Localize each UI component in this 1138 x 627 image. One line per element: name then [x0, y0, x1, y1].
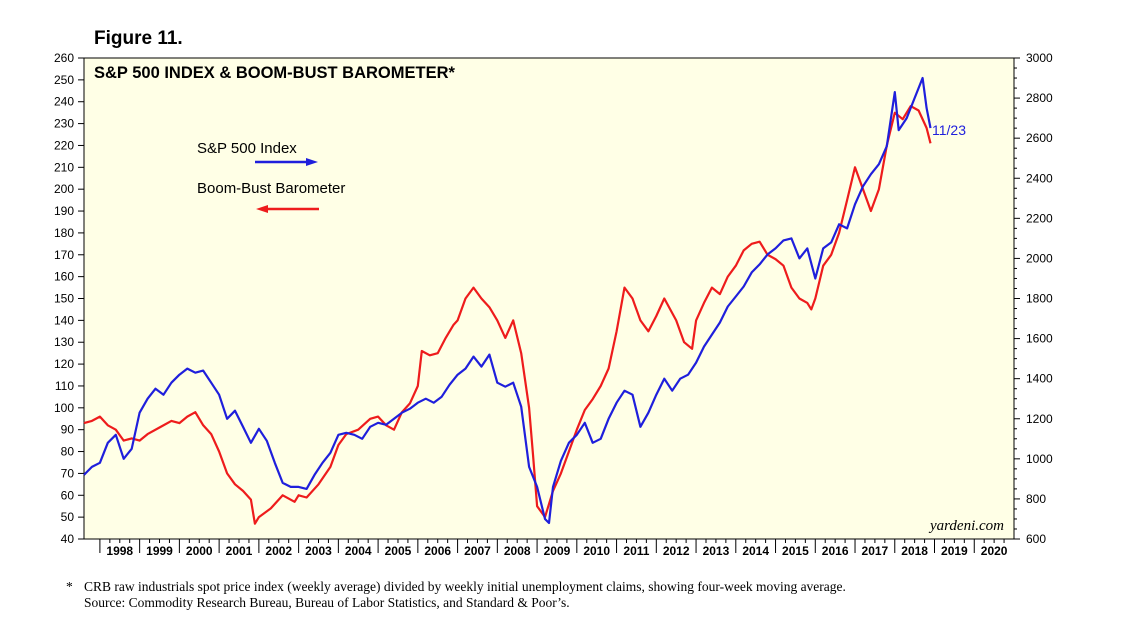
left-axis-tick-label: 60: [61, 488, 75, 502]
x-axis-tick-label: 2015: [782, 544, 809, 558]
legend-arrowhead-sp500: [306, 158, 318, 166]
legend-arrowhead-barometer: [256, 205, 268, 213]
left-axis-tick-label: 260: [54, 51, 74, 65]
x-axis-tick-label: 2020: [981, 544, 1008, 558]
left-axis-tick-label: 240: [54, 95, 74, 109]
legend-label-barometer: Boom-Bust Barometer: [197, 180, 345, 197]
right-axis-tick-label: 1000: [1026, 452, 1053, 466]
left-axis-tick-label: 150: [54, 292, 74, 306]
x-axis-tick-label: 2013: [703, 544, 730, 558]
footnote-marker: *: [66, 579, 73, 594]
figure-label: Figure 11.: [94, 28, 183, 49]
right-axis-tick-label: 3000: [1026, 51, 1053, 65]
right-axis-tick-label: 1600: [1026, 332, 1053, 346]
left-axis-tick-label: 120: [54, 357, 74, 371]
right-axis-tick-label: 1400: [1026, 372, 1053, 386]
left-axis-tick-label: 230: [54, 117, 74, 131]
left-axis-tick-label: 200: [54, 182, 74, 196]
x-axis-tick-label: 2001: [226, 544, 253, 558]
right-axis-tick-label: 2400: [1026, 171, 1053, 185]
series-line-barometer: [83, 105, 932, 525]
series-layer: [83, 76, 932, 525]
x-axis-tick-label: 2000: [186, 544, 213, 558]
left-axis-tick-label: 180: [54, 226, 74, 240]
left-axis-tick-label: 160: [54, 270, 74, 284]
x-axis-tick-label: 2017: [862, 544, 889, 558]
left-axis-tick-label: 130: [54, 335, 74, 349]
x-axis-tick-label: 2014: [742, 544, 769, 558]
x-axis-tick-label: 2016: [822, 544, 849, 558]
x-axis-tick-label: 2009: [544, 544, 571, 558]
left-axis-tick-label: 40: [61, 532, 75, 546]
end-date-label: 11/23: [932, 122, 966, 138]
series-line-sp500: [83, 76, 932, 525]
right-axis-tick-label: 600: [1026, 532, 1046, 546]
left-axis-tick-label: 170: [54, 248, 74, 262]
x-axis-tick-label: 2012: [663, 544, 690, 558]
left-axis: 40 50 60 70 80 90 100 110 120 130 140 150 160 170 180 1…: [54, 51, 84, 546]
right-axis-tick-label: 1800: [1026, 292, 1053, 306]
x-axis-tick-label: 2010: [583, 544, 610, 558]
plot-area: [83, 57, 1015, 540]
x-axis-tick-label: 2008: [504, 544, 531, 558]
right-axis-tick-label: 800: [1026, 492, 1046, 506]
footnote: * CRB raw industrials spot price index (w…: [66, 579, 846, 611]
left-axis-tick-label: 100: [54, 401, 74, 415]
x-axis-tick-label: 2002: [265, 544, 292, 558]
left-axis-tick-label: 90: [61, 423, 75, 437]
left-axis-tick-label: 70: [61, 466, 75, 480]
footnote-source: Source: Commodity Research Bureau, Burea…: [84, 595, 570, 610]
x-axis-tick-label: 2019: [941, 544, 968, 558]
x-axis-tick-label: 2007: [464, 544, 491, 558]
left-axis-tick-label: 210: [54, 160, 74, 174]
x-axis-tick-label: 1999: [146, 544, 173, 558]
left-axis-tick-label: 80: [61, 445, 75, 459]
right-axis: 600 800 1000 1200 1400 1600 1800 2000 2200 2400 26…: [1014, 51, 1053, 546]
left-axis-tick-label: 220: [54, 138, 74, 152]
legend-label-sp500: S&P 500 Index: [197, 140, 297, 157]
left-axis-tick-label: 190: [54, 204, 74, 218]
left-axis-tick-label: 50: [61, 510, 75, 524]
x-axis-tick-label: 2011: [623, 544, 649, 558]
x-axis: 1998 1999 2000 2001 2002 2003 2004 2005 2006 2007…: [99, 539, 1008, 558]
left-axis-tick-label: 250: [54, 73, 74, 87]
footnote-line-1: * CRB raw industrials spot price index (w…: [66, 579, 846, 595]
x-axis-tick-label: 2006: [424, 544, 451, 558]
x-axis-tick-label: 2005: [385, 544, 412, 558]
watermark: yardeni.com: [928, 518, 1004, 534]
x-axis-tick-label: 2003: [305, 544, 332, 558]
legend: S&P 500 Index Boom-Bust Barometer: [197, 140, 345, 213]
footnote-text: CRB raw industrials spot price index (we…: [84, 579, 846, 594]
left-axis-tick-label: 140: [54, 313, 74, 327]
x-axis-tick-label: 1998: [106, 544, 133, 558]
x-axis-tick-label: 2018: [901, 544, 928, 558]
right-axis-tick-label: 2800: [1026, 91, 1053, 105]
right-axis-tick-label: 2600: [1026, 131, 1053, 145]
left-axis-tick-label: 110: [55, 379, 74, 393]
x-axis-tick-label: 2004: [345, 544, 372, 558]
right-axis-tick-label: 2200: [1026, 211, 1053, 225]
chart-title: S&P 500 INDEX & BOOM-BUST BAROMETER*: [94, 64, 455, 82]
right-axis-tick-label: 2000: [1026, 251, 1053, 265]
right-axis-tick-label: 1200: [1026, 412, 1053, 426]
